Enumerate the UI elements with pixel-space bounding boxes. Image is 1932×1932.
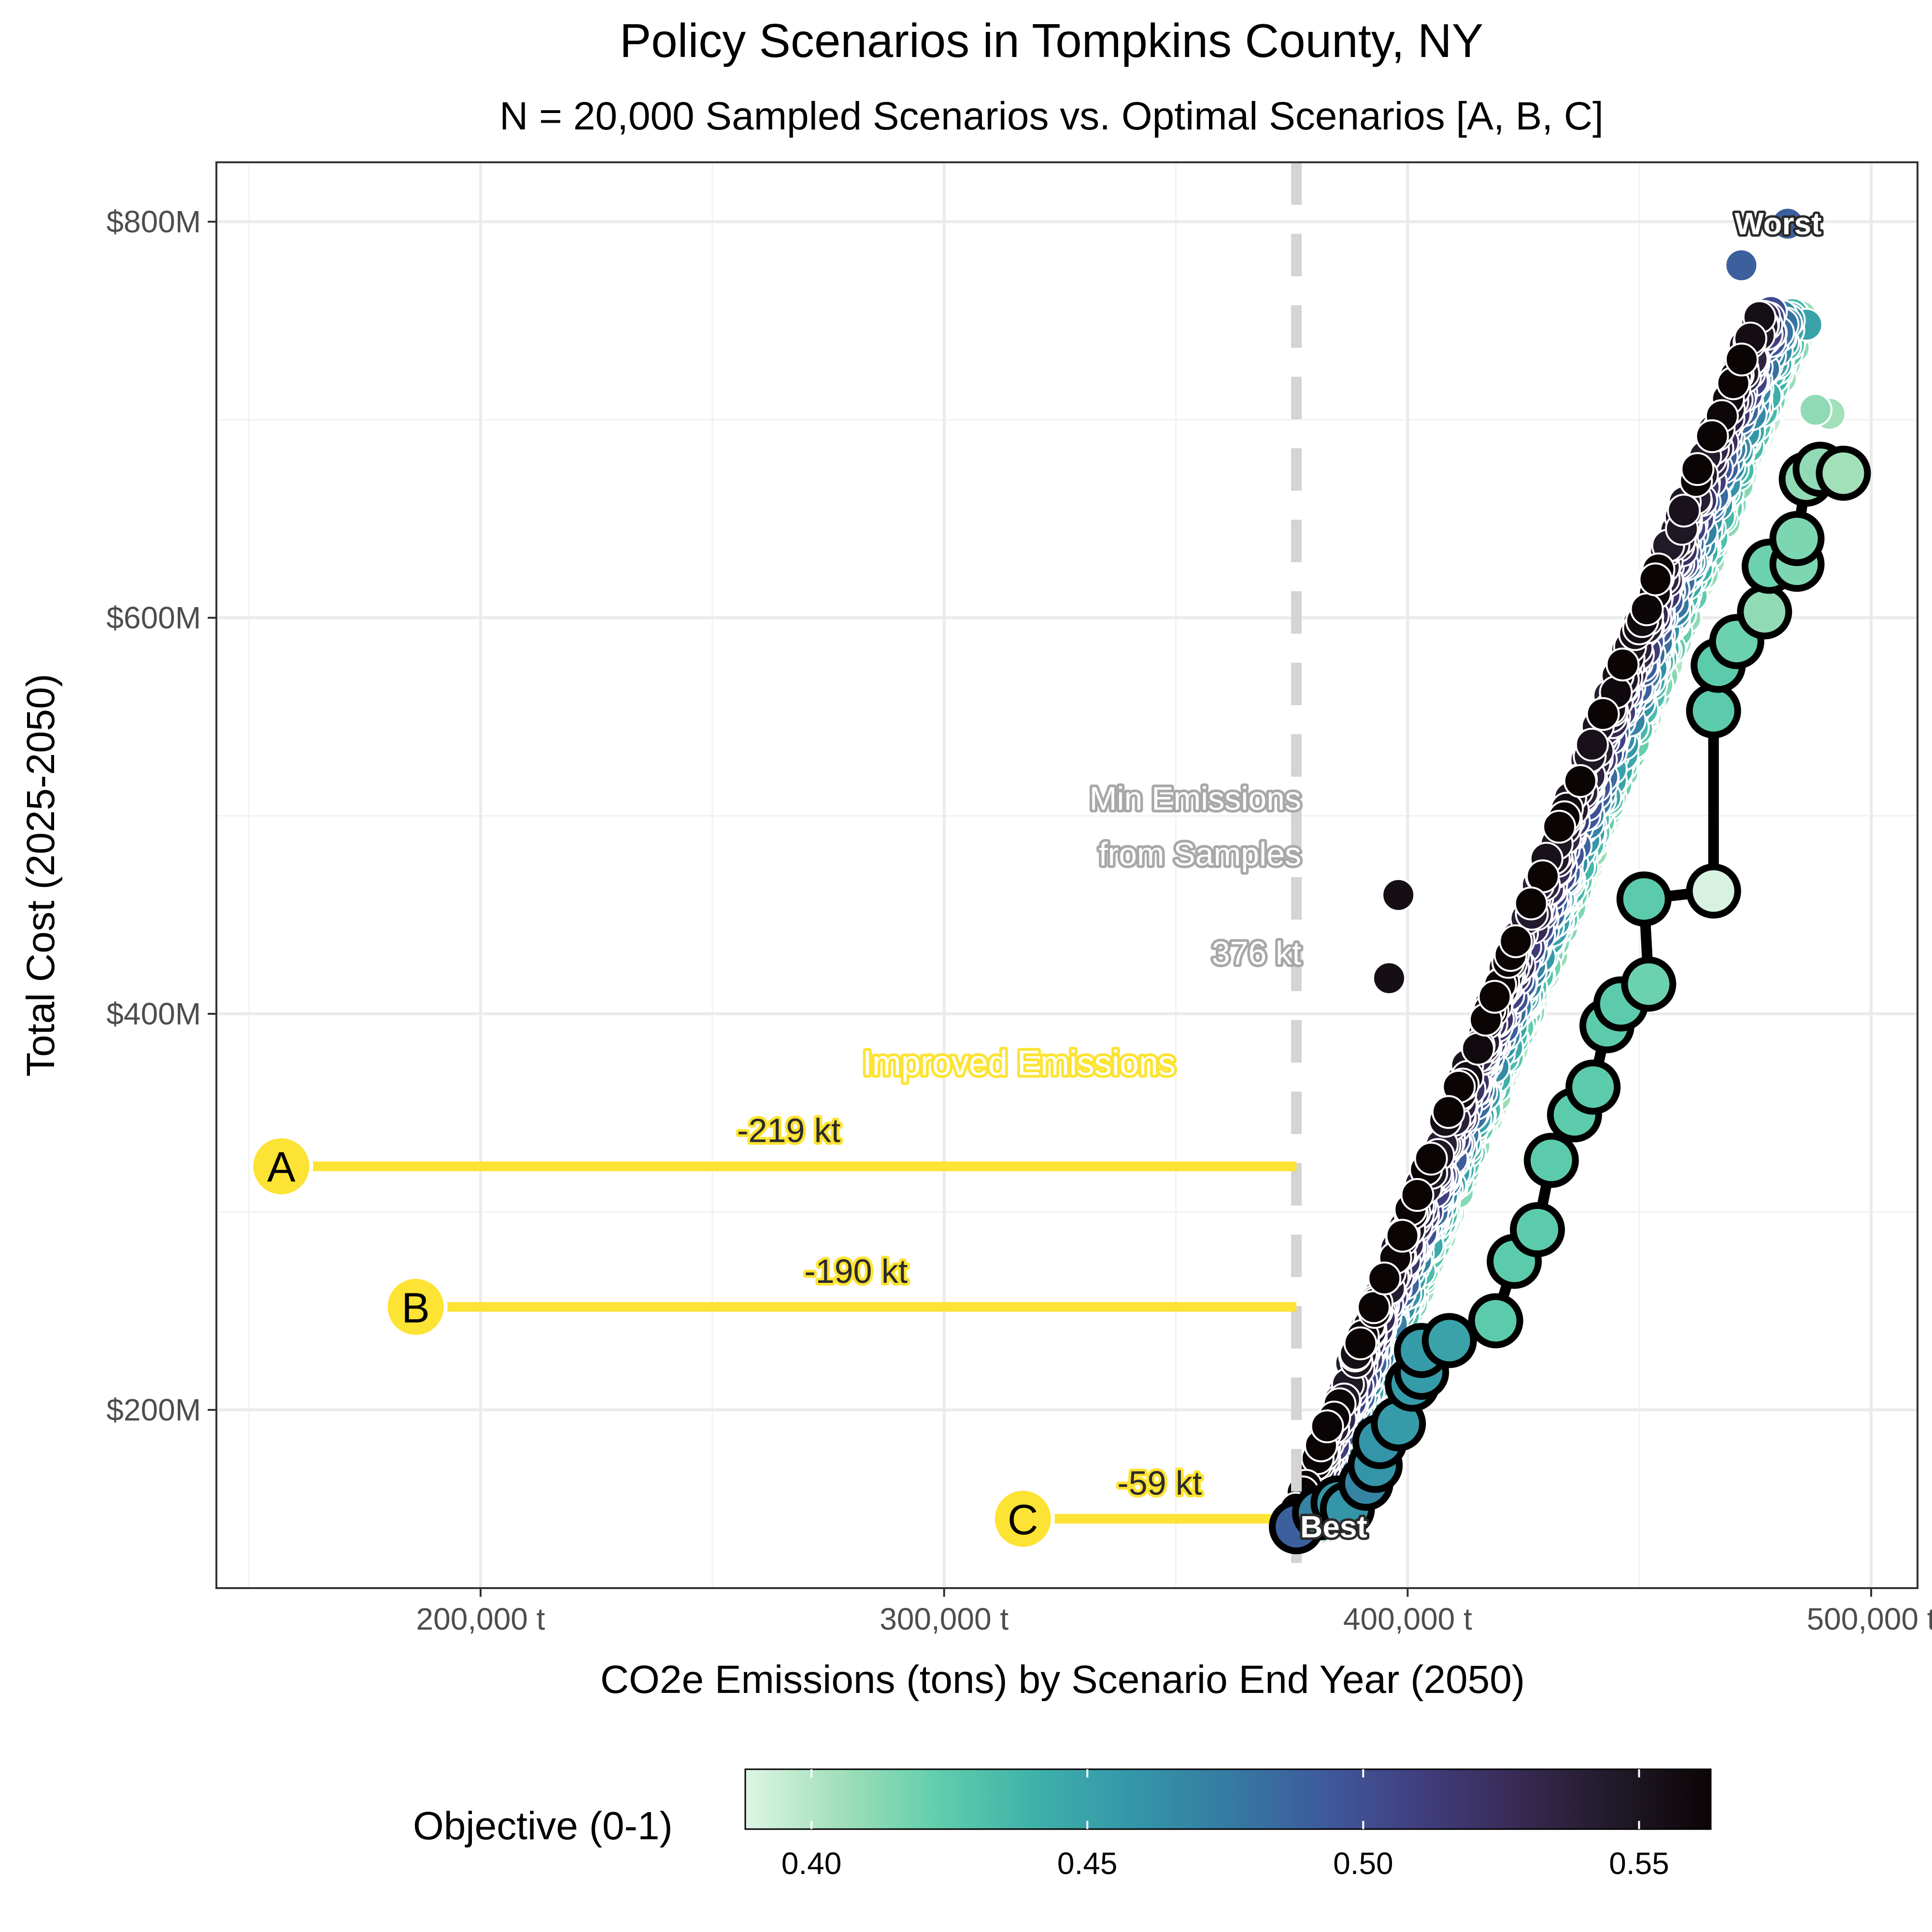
sample-point xyxy=(1724,342,1759,377)
pareto-point xyxy=(1421,1313,1477,1368)
sample-point xyxy=(1630,592,1664,626)
y-tick-label: $200M xyxy=(106,1392,201,1427)
sample-point xyxy=(1605,647,1640,682)
min-emissions-value-label: 376 kt xyxy=(1212,935,1301,972)
reduction-label: -59 kt xyxy=(1117,1464,1202,1502)
colorbar xyxy=(744,1768,1712,1830)
pareto-front xyxy=(1269,441,1871,1554)
chart-title: Policy Scenarios in Tompkins County, NY xyxy=(620,14,1483,67)
optimal-scenarios: -219 kt A -190 kt B -59 kt C Improved Emission… xyxy=(249,1041,1297,1551)
colorbar-tick-label: 0.50 xyxy=(1333,1846,1393,1881)
reduction-label: -190 kt xyxy=(804,1252,908,1290)
pareto-point xyxy=(1686,863,1741,919)
sample-point xyxy=(1695,419,1729,454)
sample-point xyxy=(1431,1095,1465,1129)
annotation-layer: Min Emissions from Samples 376 kt Best Worst xyxy=(1087,204,1824,1547)
sample-point xyxy=(1638,562,1673,597)
sample-point xyxy=(1381,878,1416,912)
pareto-point xyxy=(1510,1202,1565,1257)
sample-point xyxy=(1372,961,1406,995)
pareto-point xyxy=(1468,1293,1523,1349)
x-tick-label: 500,000 t xyxy=(1807,1602,1932,1636)
x-tick-label: 300,000 t xyxy=(880,1602,1009,1636)
y-axis-title: Total Cost (2025-2050) xyxy=(19,674,63,1077)
chart-subtitle: N = 20,000 Sampled Scenarios vs. Optimal… xyxy=(499,94,1604,138)
sample-point xyxy=(1499,924,1533,958)
pareto-point xyxy=(1523,1133,1579,1188)
min-emissions-label: Min Emissions xyxy=(1090,781,1301,817)
legend-title: Objective (0-1) xyxy=(413,1804,673,1848)
pareto-point xyxy=(1816,445,1871,501)
improvement-note: Improved Emissions xyxy=(863,1044,1176,1083)
best-label: Best xyxy=(1300,1509,1367,1544)
optimal-marker xyxy=(991,1487,1055,1551)
x-axis-title: CO2e Emissions (tons) by Scenario End Ye… xyxy=(600,1658,1525,1702)
sample-point xyxy=(1310,1409,1344,1444)
x-tick-label: 400,000 t xyxy=(1343,1602,1472,1636)
min-emissions-label-2: from Samples xyxy=(1099,836,1301,873)
pareto-point xyxy=(1616,871,1672,927)
axis-layer: 200,000 t 300,000 t 400,000 t 500,000 t $200… xyxy=(106,204,1932,1636)
plot-panel xyxy=(216,162,1918,1588)
y-tick-label: $400M xyxy=(106,996,201,1031)
pareto-point xyxy=(1737,584,1792,639)
y-tick-label: $600M xyxy=(106,600,201,635)
x-tick-label: 200,000 t xyxy=(416,1602,545,1636)
sample-point xyxy=(1798,393,1833,427)
sample-point xyxy=(1367,1261,1402,1295)
sample-point xyxy=(1461,1032,1495,1066)
worst-label: Worst xyxy=(1734,206,1821,241)
pareto-point xyxy=(1686,683,1741,739)
reduction-label: -219 kt xyxy=(737,1112,840,1150)
sample-point xyxy=(1357,1290,1391,1324)
sample-point xyxy=(1542,810,1577,844)
pareto-point xyxy=(1621,956,1676,1012)
colorbar-ticks: 0.40 0.45 0.50 0.55 xyxy=(781,1769,1669,1881)
sample-point xyxy=(1400,1178,1435,1212)
pareto-point xyxy=(1565,1059,1621,1115)
colorbar-tick-label: 0.40 xyxy=(781,1846,842,1881)
sample-point xyxy=(1724,248,1759,283)
sample-point xyxy=(1680,452,1715,486)
sample-point xyxy=(1385,1219,1420,1253)
sample-point xyxy=(1514,886,1548,921)
plot-panel-border xyxy=(215,161,1918,1589)
optimal-marker-label: C xyxy=(1008,1496,1038,1544)
optimal-marker-label: A xyxy=(267,1143,296,1191)
sample-point xyxy=(1563,764,1597,798)
sample-point xyxy=(1771,207,1805,241)
sample-point xyxy=(1343,1326,1378,1361)
optimal-marker xyxy=(384,1275,448,1339)
sample-point xyxy=(1414,1141,1448,1176)
sample-point xyxy=(1477,980,1512,1014)
pareto-point xyxy=(1769,511,1825,566)
colorbar-tick-label: 0.55 xyxy=(1609,1846,1669,1881)
colorbar-tick-label: 0.45 xyxy=(1057,1846,1118,1881)
sample-point xyxy=(1586,697,1620,731)
optimal-marker-label: B xyxy=(401,1284,430,1332)
y-tick-label: $800M xyxy=(106,204,201,239)
sample-point xyxy=(1575,727,1609,762)
optimal-marker xyxy=(249,1134,313,1198)
sample-point xyxy=(1667,494,1701,528)
